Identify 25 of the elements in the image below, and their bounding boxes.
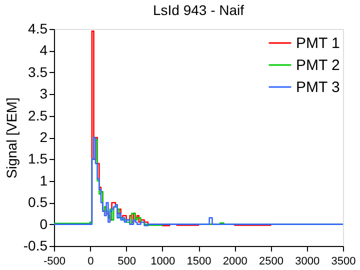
- y-axis-title: Signal [VEM]: [3, 98, 20, 178]
- y-tick-label: 2: [40, 129, 48, 145]
- y-tick-label: 2.5: [28, 107, 48, 124]
- x-tick-label: 500: [118, 256, 136, 268]
- x-tick-label: 1500: [186, 256, 212, 268]
- legend-label: PMT 2: [296, 57, 340, 74]
- y-tick-label: 3: [40, 86, 48, 102]
- y-tick-label: 3.5: [28, 64, 48, 80]
- chart-title: LsId 943 - Naif: [152, 2, 244, 18]
- x-tick-label: 1000: [150, 256, 176, 268]
- y-tick-label: 1: [40, 172, 48, 188]
- y-tick-label: 1.5: [28, 150, 48, 167]
- legend-label: PMT 1: [296, 35, 340, 52]
- x-tick-label: 0: [88, 256, 94, 268]
- y-tick-label: -0.5: [23, 238, 48, 254]
- legend-label: PMT 3: [296, 79, 340, 96]
- x-tick-label: 3000: [295, 256, 320, 268]
- y-tick-label: 0.5: [28, 194, 48, 210]
- x-tick-label: 2500: [259, 256, 284, 268]
- x-tick-label: 2000: [222, 256, 248, 268]
- y-tick-label: 4.5: [28, 20, 48, 36]
- x-tick-label: -500: [43, 256, 66, 268]
- y-tick-label: 4: [40, 42, 48, 58]
- y-tick-label: 0: [40, 216, 48, 232]
- x-tick-label: 3500: [331, 256, 356, 268]
